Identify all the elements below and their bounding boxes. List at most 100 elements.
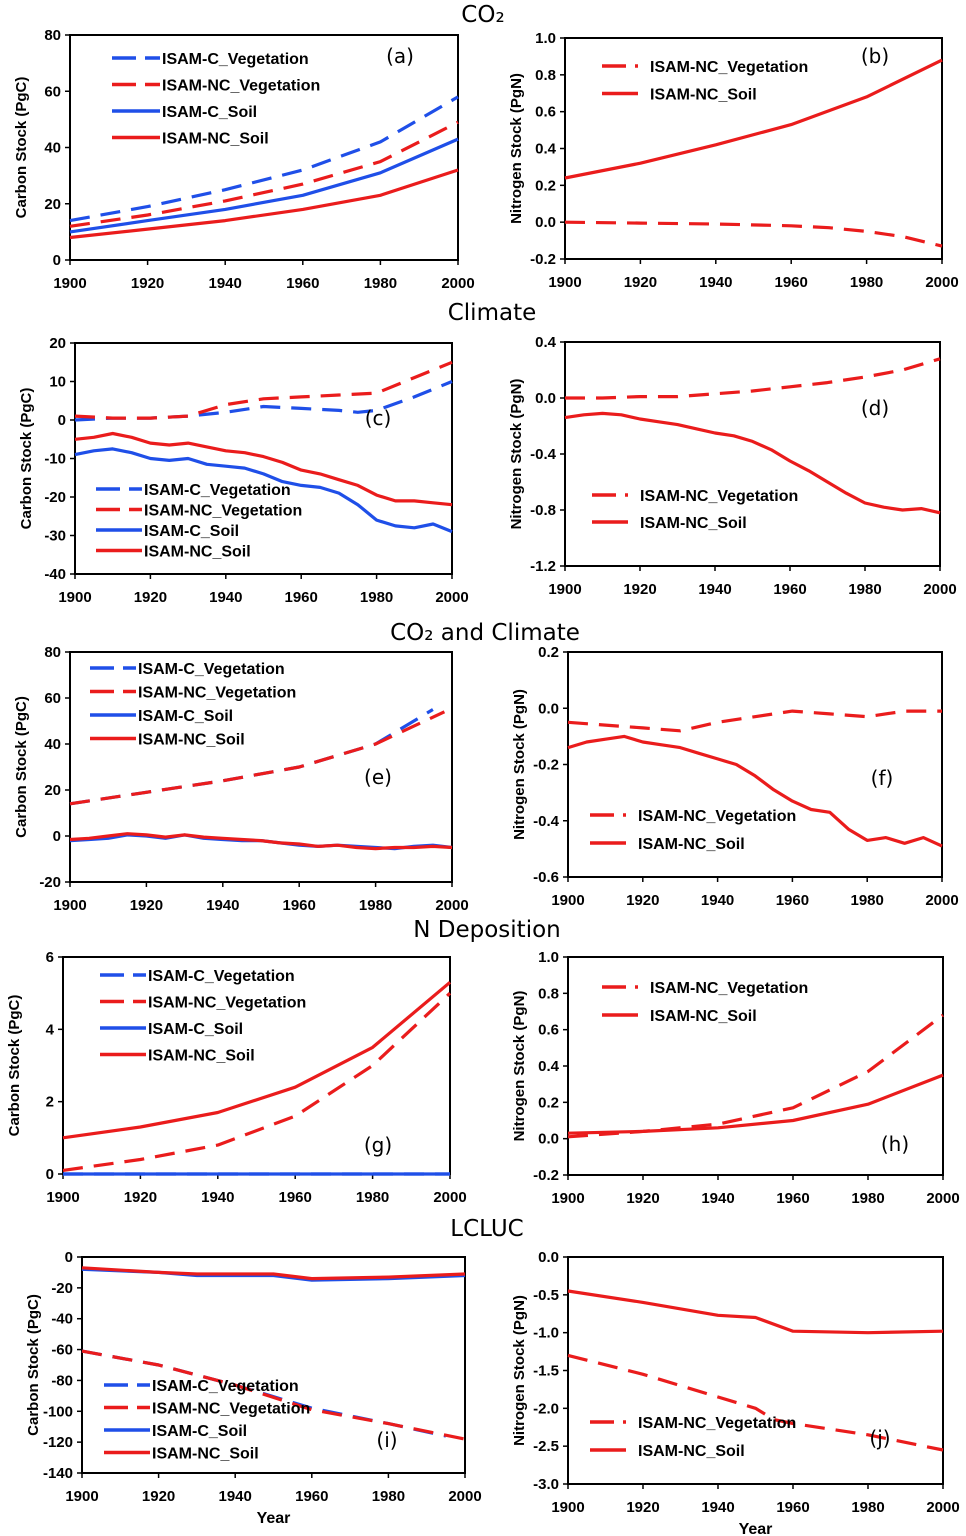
legend: ISAM-C_Vegetation ISAM-NC_Vegetation ISAM-… (100, 968, 306, 1065)
y-tick-label: 0 (46, 1166, 54, 1183)
series-line-isam-c-soil (74, 447, 453, 534)
x-tick-label: 1900 (551, 1499, 584, 1516)
x-tick-label: 2000 (433, 1189, 466, 1206)
x-tick-label: 1960 (776, 1190, 809, 1207)
legend-entry-label: ISAM-C_Soil (152, 1423, 247, 1440)
x-tick-label: 1900 (53, 897, 86, 914)
y-tick-label: 80 (44, 644, 61, 661)
series-line-isam-nc-vegetation (567, 1353, 944, 1452)
y-axis-title: Carbon Stock (PgC) (6, 995, 23, 1137)
x-tick-label: 1920 (134, 589, 167, 606)
y-tick-label: -120 (43, 1434, 73, 1451)
x-tick-label: 2000 (925, 274, 958, 291)
x-tick-label: 2000 (925, 892, 958, 909)
legend: ISAM-NC_Vegetation ISAM-NC_Soil (590, 1415, 796, 1460)
y-tick-label: -0.8 (530, 502, 556, 519)
y-tick-label: 0.2 (538, 644, 559, 661)
legend-entry-label: ISAM-C_Vegetation (152, 1378, 299, 1395)
x-tick-label: 1940 (699, 274, 732, 291)
y-axis-title: Carbon Stock (PgC) (13, 696, 30, 838)
series-line-isam-nc-vegetation (567, 1013, 944, 1139)
x-tick-label: 1940 (219, 1488, 252, 1505)
y-tick-label: -0.4 (533, 813, 560, 830)
y-tick-label: 60 (44, 690, 61, 707)
y-tick-label: -40 (51, 1311, 73, 1328)
y-tick-label: 0.6 (535, 104, 556, 121)
series-line-isam-nc-vegetation (69, 120, 459, 228)
x-axis-title: Year (739, 1521, 773, 1536)
y-tick-label: -140 (43, 1465, 73, 1482)
y-tick-label: 0.0 (538, 700, 559, 717)
y-tick-label: 0.4 (535, 141, 557, 158)
y-tick-label: 0.2 (538, 1094, 559, 1111)
y-tick-label: -20 (39, 874, 61, 891)
y-axis-title: Nitrogen Stock (PgN) (508, 73, 525, 224)
legend-entry-label: ISAM-NC_Vegetation (638, 1415, 796, 1432)
x-tick-label: 2000 (435, 589, 468, 606)
panel-b: 1900 1920 1940 1960 1980 2000 -0.2 0.0 0.2 0.4 0.6… (508, 30, 959, 291)
x-axis-title: Year (257, 1510, 291, 1527)
row-title-3: CO₂ and Climate (390, 620, 580, 646)
y-tick-label: -10 (44, 451, 66, 468)
legend: ISAM-NC_Vegetation ISAM-NC_Soil (602, 980, 808, 1025)
x-tick-label: 1940 (201, 1189, 234, 1206)
y-tick-label: -40 (44, 566, 66, 583)
y-tick-label: 1.0 (535, 30, 556, 47)
y-tick-label: -100 (43, 1403, 73, 1420)
x-tick-label: 1940 (206, 897, 239, 914)
legend: ISAM-C_Vegetation ISAM-NC_Vegetation ISAM-… (90, 661, 296, 749)
y-tick-label: 0 (53, 828, 61, 845)
y-axis-title: Nitrogen Stock (PgN) (511, 991, 528, 1142)
legend-entry-label: ISAM-C_Vegetation (144, 482, 291, 499)
y-tick-label: 1.0 (538, 949, 559, 966)
x-tick-label: 1900 (65, 1488, 98, 1505)
y-tick-label: 0 (58, 412, 66, 429)
x-tick-label: 1920 (624, 274, 657, 291)
y-tick-label: 0 (53, 252, 61, 269)
panel-label: (e) (364, 765, 392, 789)
series-line-isam-nc-soil (567, 1073, 944, 1135)
panel-label: (d) (861, 396, 889, 420)
y-tick-label: 0.6 (538, 1022, 559, 1039)
panel-f: 1900 1920 1940 1960 1980 2000 -0.6 -0.4 -0.2 0.0 0… (511, 644, 959, 909)
x-tick-label: 1980 (850, 274, 883, 291)
panel-label: (j) (869, 1426, 890, 1450)
x-tick-label: 1940 (701, 1190, 734, 1207)
x-tick-label: 1920 (626, 1190, 659, 1207)
panel-label: (b) (861, 44, 889, 68)
legend-entry-label: ISAM-NC_Vegetation (152, 1401, 310, 1418)
x-tick-label: 1900 (548, 581, 581, 598)
x-tick-label: 1920 (626, 1499, 659, 1516)
y-tick-label: -0.5 (533, 1287, 559, 1304)
y-tick-label: 0.8 (538, 985, 559, 1002)
series-line-isam-nc-soil (564, 58, 943, 180)
y-tick-label: -80 (51, 1372, 73, 1389)
y-tick-label: -20 (51, 1280, 73, 1297)
legend-entry-label: ISAM-NC_Soil (148, 1048, 255, 1065)
y-tick-label: 40 (44, 736, 61, 753)
legend-entry-label: ISAM-C_Soil (144, 523, 239, 540)
series-line-isam-c-vegetation (69, 95, 459, 223)
series-line-isam-nc-soil (62, 981, 452, 1140)
x-tick-label: 1940 (698, 581, 731, 598)
x-tick-label: 1940 (701, 1499, 734, 1516)
x-tick-label: 1960 (775, 274, 808, 291)
y-tick-label: 2 (46, 1094, 54, 1111)
y-tick-label: -1.2 (530, 558, 556, 575)
x-tick-label: 1980 (851, 1190, 884, 1207)
x-tick-label: 1960 (776, 1499, 809, 1516)
x-tick-label: 2000 (926, 1190, 959, 1207)
x-tick-label: 1960 (285, 589, 318, 606)
x-tick-label: 2000 (926, 1499, 959, 1516)
series-line-isam-nc-vegetation (81, 1349, 466, 1441)
legend: ISAM-NC_Vegetation ISAM-NC_Soil (602, 59, 808, 104)
x-tick-label: 1940 (209, 275, 242, 292)
panel-g: 1900 1920 1940 1960 1980 2000 0 2 4 6 Carbon Stock… (6, 949, 467, 1206)
legend-entry-label: ISAM-C_Vegetation (148, 968, 295, 985)
panel-label: (i) (376, 1428, 397, 1452)
x-tick-label: 1900 (53, 275, 86, 292)
y-tick-label: -20 (44, 489, 66, 506)
series-line-isam-c-vegetation (74, 380, 453, 422)
series-line-isam-nc-soil (69, 168, 459, 240)
